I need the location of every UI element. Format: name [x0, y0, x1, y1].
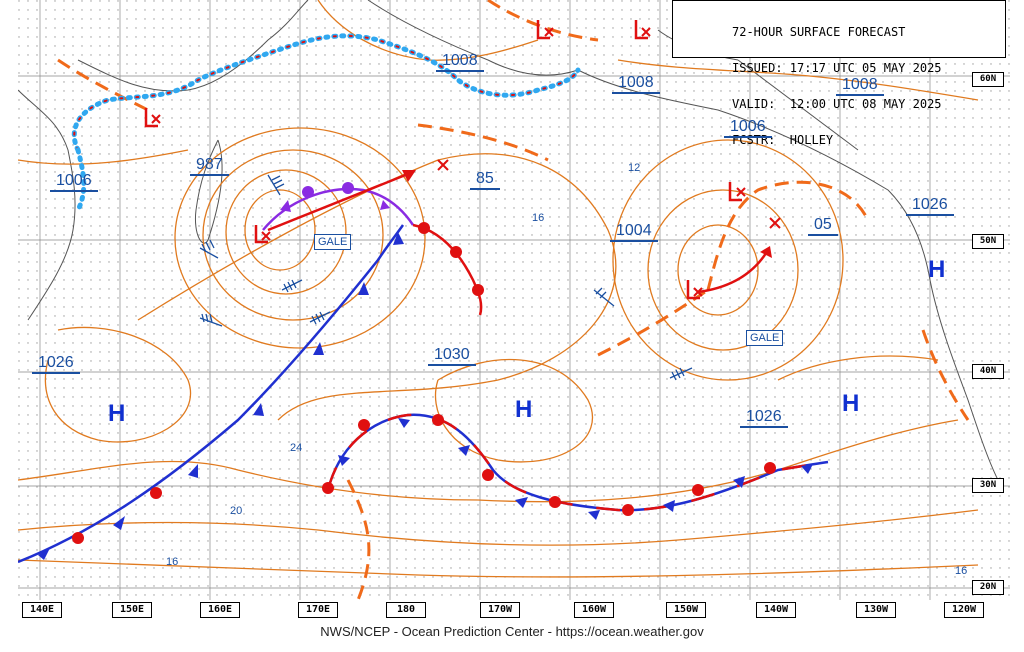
surface-analysis-map: [18, 0, 1010, 600]
cold-front-warm-bumps: [72, 487, 162, 544]
stationary-warm-bumps: [322, 414, 776, 516]
isotherm-label-16-east: 16: [955, 565, 968, 577]
gale-label-east: GALE: [746, 330, 784, 346]
pressure-label-1006-west: 1006: [50, 172, 98, 192]
pressure-label-987: 987: [190, 156, 229, 176]
stationary-front-red: [326, 413, 829, 512]
isotherm-label-16-low: 16: [166, 556, 179, 568]
lon-label-130w: 130W: [856, 602, 896, 618]
high-pressure-west: H: [108, 400, 126, 427]
header-issued: ISSUED: 17:17 UTC 05 MAY 2025: [732, 61, 942, 75]
coastlines: [18, 0, 999, 481]
lat-label-20n: 20N: [972, 580, 1004, 595]
isotherm-label-24: 24: [290, 442, 303, 454]
lat-label-60n: 60N: [972, 72, 1004, 87]
forecast-header-box: [672, 0, 1006, 58]
grid-dots: [18, 0, 1010, 600]
pressure-label-1026-east: 1026: [906, 196, 954, 216]
pressure-label-85: 85: [470, 170, 500, 190]
cold-front-barbs: [38, 232, 404, 560]
lat-label-40n: 40N: [972, 364, 1004, 379]
high-pressure-central: H: [515, 396, 533, 423]
gale-label-west: GALE: [314, 234, 352, 250]
storm-track-west: [267, 170, 416, 232]
isotherm-label-20: 20: [230, 505, 243, 517]
lon-label-180: 180: [386, 602, 426, 618]
pressure-label-1026-west: 1026: [32, 354, 80, 374]
ice-edge: [71, 33, 581, 213]
troughs: [57, 0, 970, 600]
isotherm-label-16-mid: 16: [532, 212, 545, 224]
lon-label-170w: 170W: [480, 602, 520, 618]
wind-barbs: [199, 174, 693, 381]
footer-credit: NWS/NCEP - Ocean Prediction Center - htt…: [320, 624, 704, 639]
lon-label-150e: 150E: [112, 602, 152, 618]
pressure-label-1006-mid: 1006: [724, 118, 772, 138]
pressure-label-1008-mid: 1008: [612, 74, 660, 94]
pressure-label-1026-south: 1026: [740, 408, 788, 428]
lon-label-160w: 160W: [574, 602, 614, 618]
lat-label-30n: 30N: [972, 478, 1004, 493]
warm-front-north-bumps: [418, 222, 484, 296]
high-pressure-east: H: [842, 390, 860, 417]
pressure-label-1030: 1030: [428, 346, 476, 366]
lon-label-150w: 150W: [666, 602, 706, 618]
pressure-label-1008-east: 1008: [836, 76, 884, 96]
forecast-header: 72-HOUR SURFACE FORECAST ISSUED: 17:17 U…: [732, 2, 942, 158]
storm-track-east: [697, 246, 772, 294]
cold-front: [18, 224, 405, 564]
occluded-symbols: [280, 182, 390, 212]
pressure-label-1008-top: 1008: [436, 52, 484, 72]
lon-label-120w: 120W: [944, 602, 984, 618]
pressure-label-05: 05: [808, 216, 838, 236]
lon-label-140e: 140E: [22, 602, 62, 618]
graticule: [18, 0, 1010, 600]
header-title: 72-HOUR SURFACE FORECAST: [732, 25, 906, 39]
lon-label-170e: 170E: [298, 602, 338, 618]
lon-label-140w: 140W: [756, 602, 796, 618]
lat-label-50n: 50N: [972, 234, 1004, 249]
warm-front-north: [412, 223, 483, 316]
low-centers: [144, 20, 742, 300]
header-valid: VALID: 12:00 UTC 08 MAY 2025: [732, 97, 942, 111]
stationary-cold-barbs: [338, 418, 813, 520]
low-x-marks: [151, 27, 781, 297]
pressure-label-1004: 1004: [610, 222, 658, 242]
isotherm-label-12: 12: [628, 162, 641, 174]
lon-label-160e: 160E: [200, 602, 240, 618]
high-pressure-coast: H: [928, 256, 946, 283]
